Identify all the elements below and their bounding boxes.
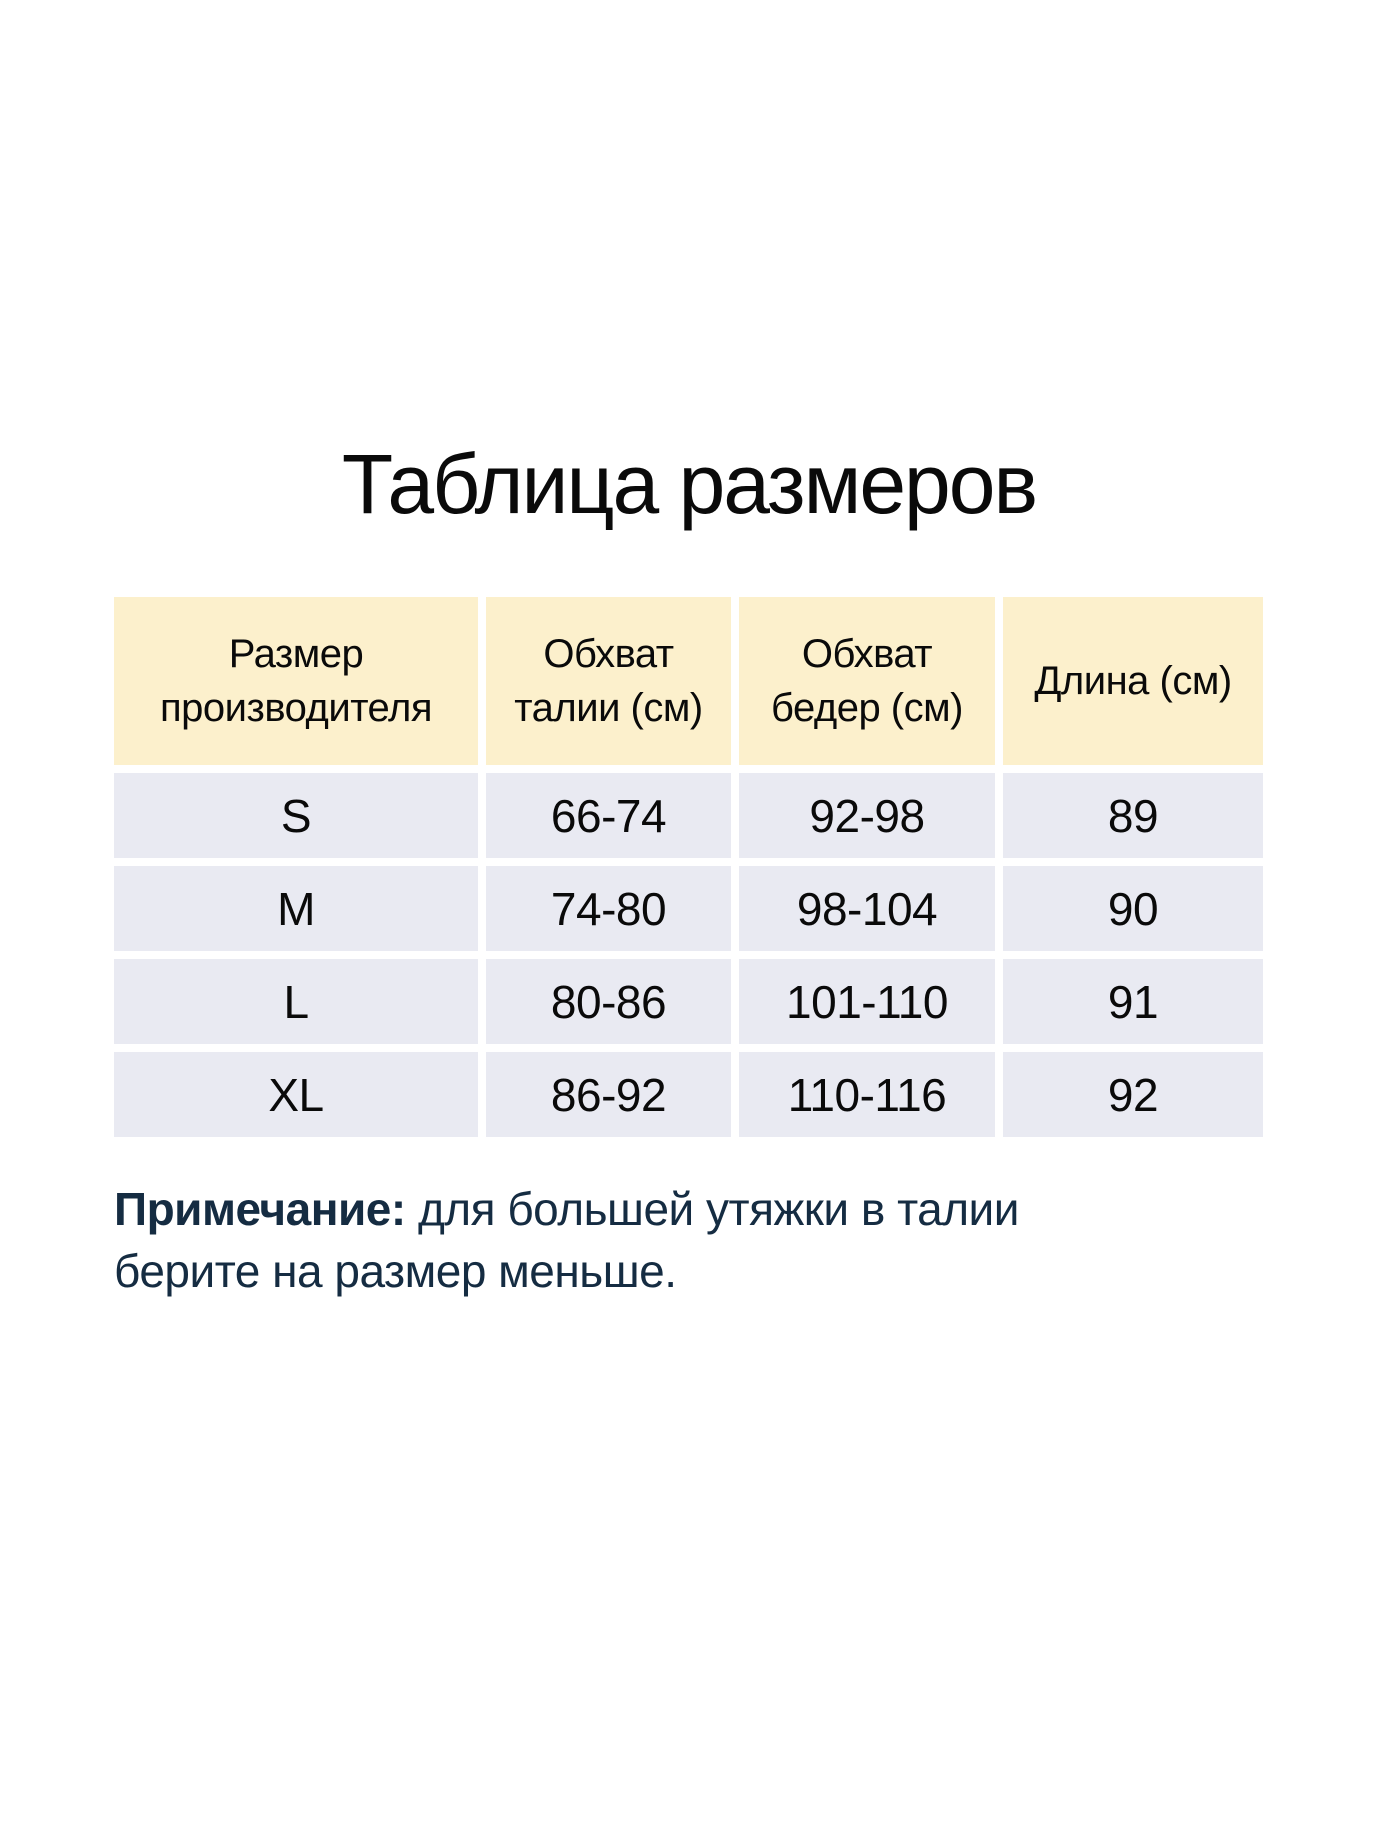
value-cell: 90 <box>1003 866 1263 951</box>
value-cell: 80-86 <box>486 959 731 1044</box>
value-cell: 110-116 <box>739 1052 995 1137</box>
header-cell-1: Обхват талии (см) <box>486 597 731 765</box>
value-cell: 92 <box>1003 1052 1263 1137</box>
value-cell: 98-104 <box>739 866 995 951</box>
value-cell: 66-74 <box>486 773 731 858</box>
note-text: для большей утяжки в талии берите на раз… <box>114 1183 1019 1298</box>
value-cell: 101-110 <box>739 959 995 1044</box>
header-cell-2: Обхват бедер (см) <box>739 597 995 765</box>
note-label: Примечание: <box>114 1183 406 1235</box>
value-cell: 89 <box>1003 773 1263 858</box>
size-table: Размер производителя Обхват талии (см) Обх… <box>114 597 1263 1137</box>
note: Примечание: для большей утяжки в талии б… <box>114 1178 1159 1302</box>
size-cell: XL <box>114 1052 478 1137</box>
page-title: Таблица размеров <box>341 437 1038 531</box>
size-cell: S <box>114 773 478 858</box>
header-cell-3: Длина (см) <box>1003 597 1263 765</box>
value-cell: 91 <box>1003 959 1263 1044</box>
header-cell-0: Размер производителя <box>114 597 478 765</box>
value-cell: 92-98 <box>739 773 995 858</box>
value-cell: 86-92 <box>486 1052 731 1137</box>
size-cell: L <box>114 959 478 1044</box>
value-cell: 74-80 <box>486 866 731 951</box>
size-cell: M <box>114 866 478 951</box>
